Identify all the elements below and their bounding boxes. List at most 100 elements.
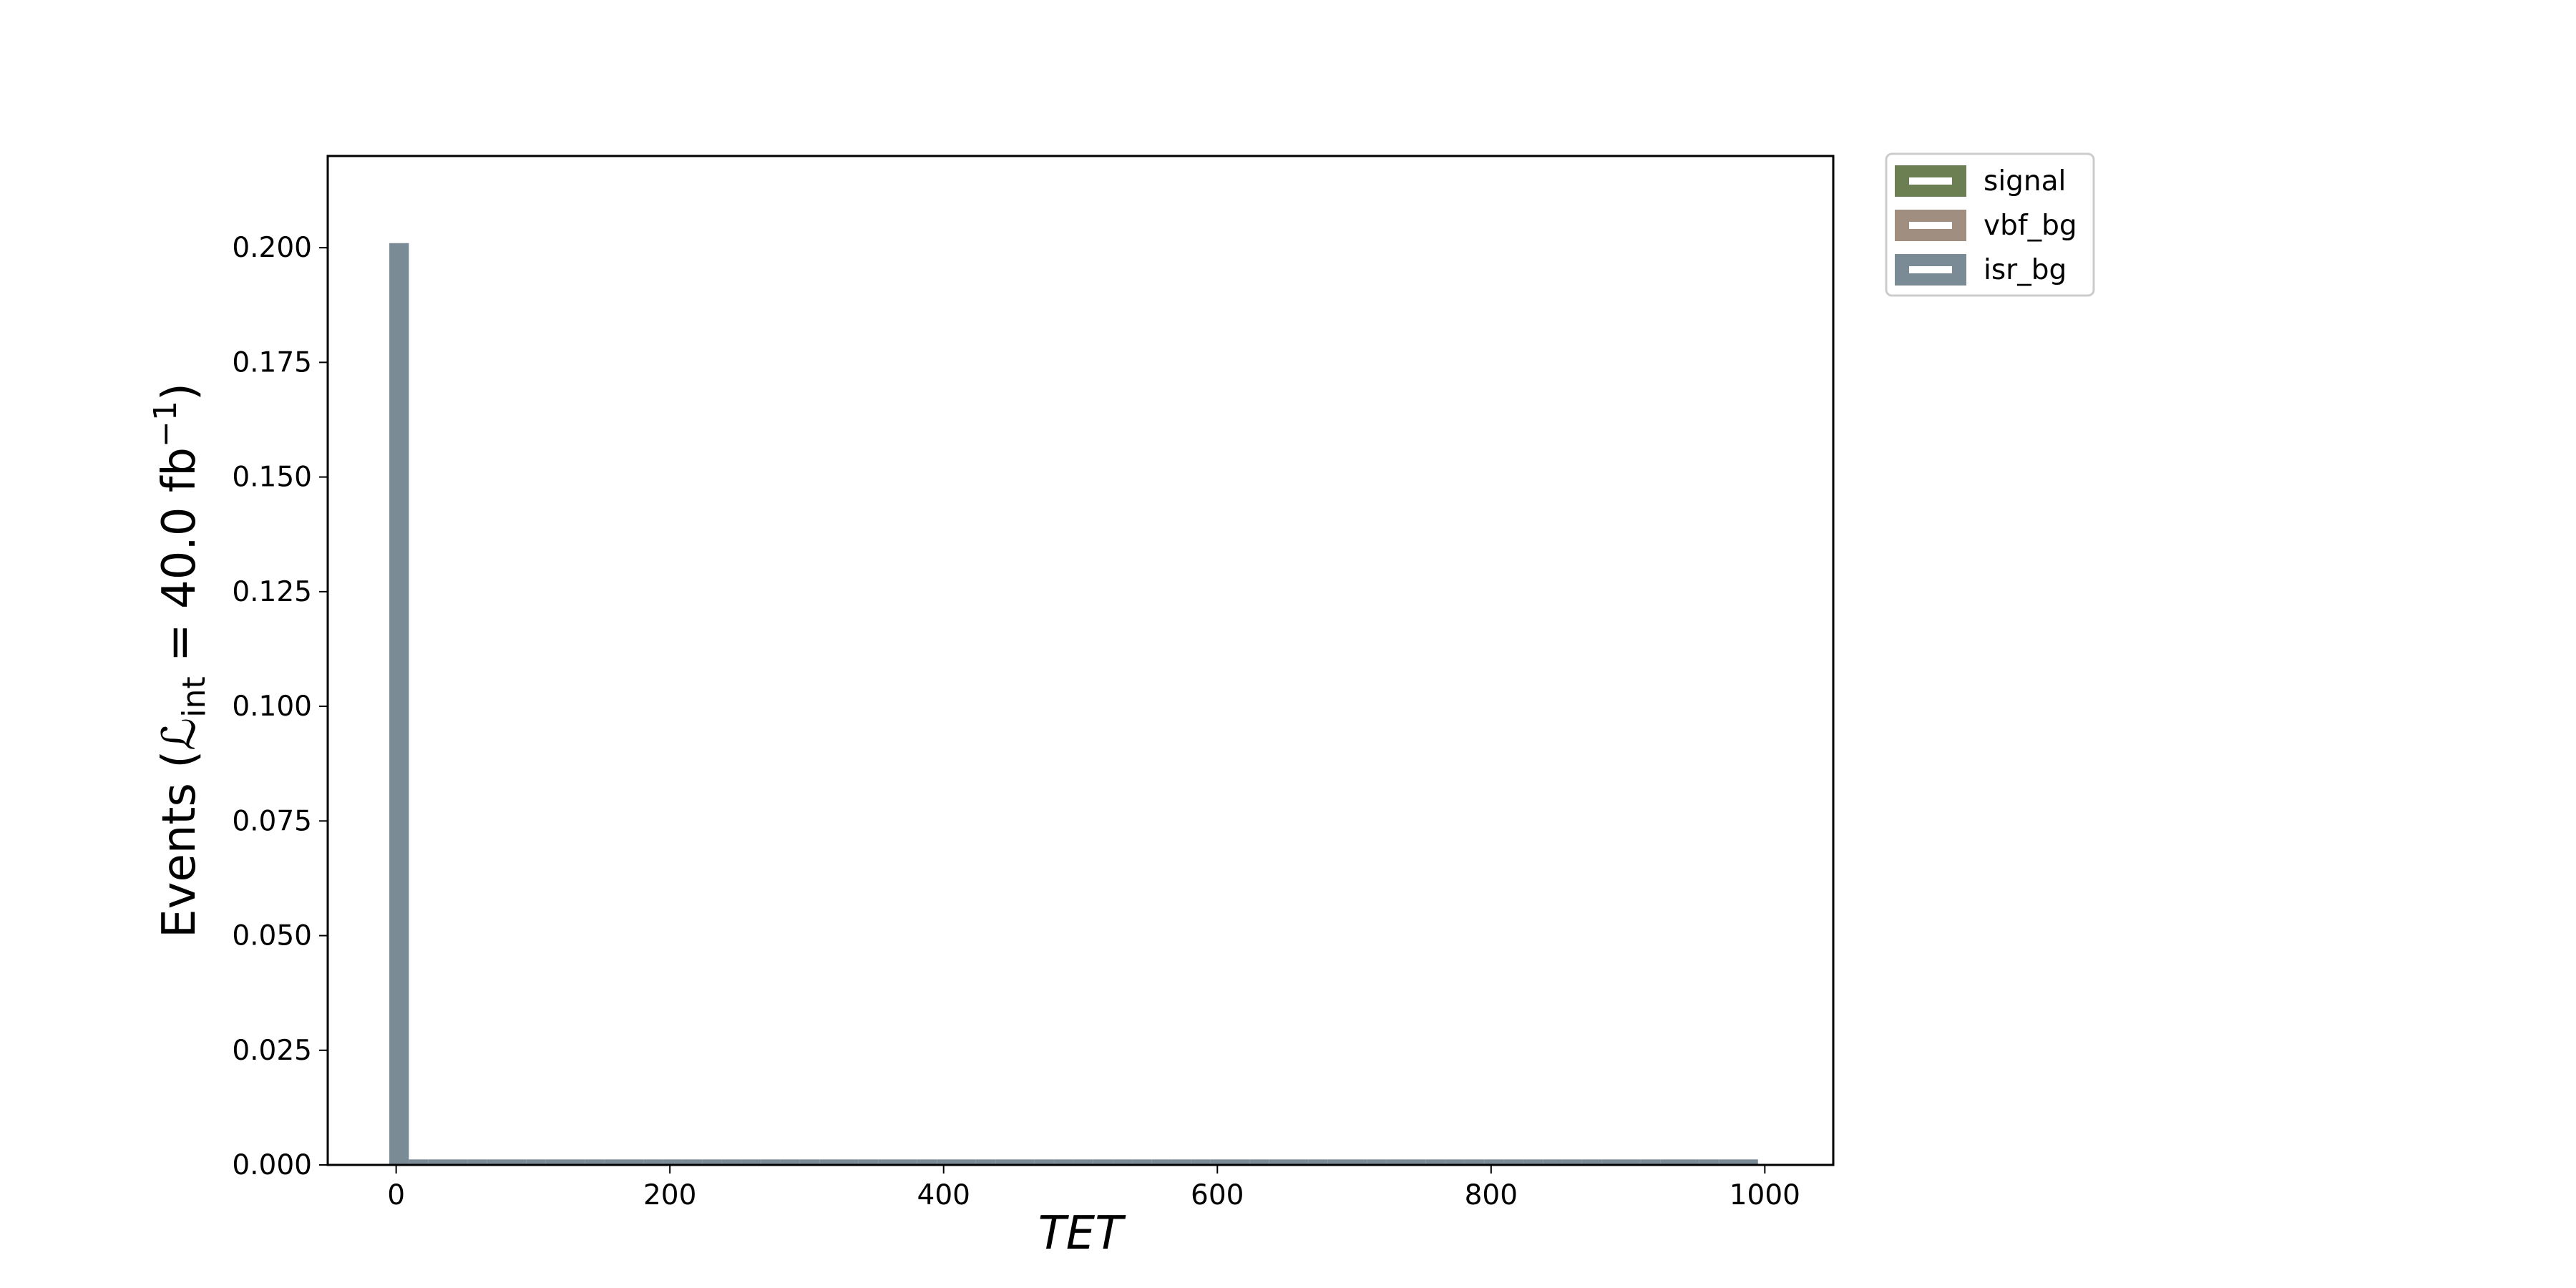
y-tick-label: 0.075 xyxy=(232,805,312,837)
histogram-bar-isr_bg-25 xyxy=(878,1159,898,1165)
y-tick-label: 0.025 xyxy=(232,1035,312,1067)
x-tick-label: 200 xyxy=(643,1179,696,1211)
histogram-bar-isr_bg-24 xyxy=(858,1159,879,1165)
histogram-bar-isr_bg-26 xyxy=(897,1159,917,1165)
histogram-bar-isr_bg-2 xyxy=(428,1159,449,1165)
y-tick-label: 0.175 xyxy=(232,346,312,379)
histogram-bar-isr_bg-66 xyxy=(1679,1159,1699,1165)
histogram-bar-isr_bg-8 xyxy=(545,1159,565,1165)
histogram-bar-isr_bg-20 xyxy=(780,1159,800,1165)
y-axis-label-superscript: −1 xyxy=(147,401,184,447)
x-tick-label: 600 xyxy=(1191,1179,1244,1211)
legend-entry-vbf_bg: vbf_bg xyxy=(1895,210,2077,242)
x-tick-label: 1000 xyxy=(1729,1179,1800,1211)
histogram-bar-isr_bg-56 xyxy=(1484,1159,1504,1165)
legend: signal vbf_bg isr_bg xyxy=(1885,152,2095,297)
histogram-bar-isr_bg-49 xyxy=(1347,1159,1367,1165)
histogram-bar-isr_bg-46 xyxy=(1289,1159,1309,1165)
y-tick-label: 0.200 xyxy=(232,232,312,264)
histogram-bar-isr_bg-16 xyxy=(702,1159,722,1165)
histogram-bar-isr_bg-27 xyxy=(917,1159,937,1165)
y-tick-label: 0.125 xyxy=(232,576,312,608)
histogram-bar-isr_bg-55 xyxy=(1464,1159,1485,1165)
y-axis-ticks: 0.000 0.025 0.050 0.075 0.100 0.125 0.150 0.175… xyxy=(232,232,328,1181)
histogram-bar-isr_bg-61 xyxy=(1581,1159,1602,1165)
histogram-bar-isr_bg-51 xyxy=(1386,1159,1406,1165)
legend-label: isr_bg xyxy=(1984,254,2067,286)
plot-background xyxy=(328,156,1833,1165)
histogram-bar-isr_bg-12 xyxy=(623,1159,644,1165)
histogram-bar-isr_bg-13 xyxy=(643,1159,663,1165)
histogram-bar-isr_bg-67 xyxy=(1699,1159,1719,1165)
legend-swatch-line xyxy=(1909,177,1952,185)
histogram-bar-isr_bg-48 xyxy=(1327,1159,1347,1165)
legend-label: vbf_bg xyxy=(1984,210,2077,242)
histogram-bar-isr_bg-69 xyxy=(1738,1159,1758,1165)
histogram-bar-isr_bg-23 xyxy=(839,1159,859,1165)
histogram-bar-isr_bg-53 xyxy=(1425,1159,1445,1165)
plot-area xyxy=(328,156,1833,1165)
histogram-bar-isr_bg-1 xyxy=(409,1159,429,1165)
y-axis-label-prefix: Events ( xyxy=(153,751,206,938)
histogram-bar-isr_bg-62 xyxy=(1601,1159,1621,1165)
histogram-bar-isr_bg-15 xyxy=(682,1159,703,1165)
histogram-bar-isr_bg-30 xyxy=(975,1159,996,1165)
legend-entry-signal: signal xyxy=(1895,165,2066,197)
y-axis-label-script-l: ℒ xyxy=(153,718,206,751)
y-tick-label: 0.150 xyxy=(232,462,312,494)
histogram-bar-isr_bg-14 xyxy=(663,1159,683,1165)
histogram-bar-isr_bg-57 xyxy=(1503,1159,1523,1165)
histogram-bar-isr_bg-64 xyxy=(1640,1159,1661,1165)
histogram-bar-isr_bg-29 xyxy=(956,1159,976,1165)
histogram-bar-isr_bg-39 xyxy=(1151,1159,1172,1165)
x-axis-ticks: 0 200 400 600 800 1000 xyxy=(387,1165,1800,1211)
histogram-bar-isr_bg-3 xyxy=(448,1159,468,1165)
histogram-bar-isr_bg-22 xyxy=(819,1159,839,1165)
histogram-bar-isr_bg-59 xyxy=(1543,1159,1563,1165)
histogram-bar-isr_bg-21 xyxy=(799,1159,820,1165)
y-tick-label: 0.100 xyxy=(232,691,312,723)
x-axis-label: TET xyxy=(1038,1207,1127,1260)
histogram-bar-isr_bg-18 xyxy=(741,1159,761,1165)
legend-entry-isr_bg: isr_bg xyxy=(1895,254,2067,286)
histogram-bar-isr_bg-7 xyxy=(526,1159,546,1165)
histogram-bar-isr_bg-36 xyxy=(1093,1159,1113,1165)
histogram-bar-isr_bg-4 xyxy=(467,1159,487,1165)
histogram-bar-isr_bg-58 xyxy=(1523,1159,1543,1165)
histogram-bar-isr_bg-31 xyxy=(995,1159,1015,1165)
axes-frame xyxy=(326,155,1835,1166)
histogram-bar-isr_bg-5 xyxy=(487,1159,507,1165)
histogram-bar-isr_bg-50 xyxy=(1367,1159,1387,1165)
histogram-bar-isr_bg-41 xyxy=(1191,1159,1211,1165)
histogram-bar-isr_bg-10 xyxy=(585,1159,605,1165)
y-axis-label: Events (ℒint = 40.0 fb−1) xyxy=(147,383,213,938)
histogram-bar-isr_bg-63 xyxy=(1621,1159,1641,1165)
histogram-bar-isr_bg-38 xyxy=(1132,1159,1152,1165)
y-tick-label: 0.050 xyxy=(232,920,312,952)
histogram-bar-isr_bg-47 xyxy=(1308,1159,1328,1165)
histogram-bar-isr_bg-6 xyxy=(507,1159,527,1165)
y-axis-label-subscript: int xyxy=(176,676,213,717)
histogram-bar-isr_bg-52 xyxy=(1405,1159,1426,1165)
histogram-bar-isr_bg-35 xyxy=(1073,1159,1093,1165)
histogram-bar-isr_bg-33 xyxy=(1034,1159,1055,1165)
histogram-bar-isr_bg-43 xyxy=(1230,1159,1250,1165)
histogram-bar-isr_bg-9 xyxy=(565,1159,585,1165)
histogram-bar-isr_bg-45 xyxy=(1269,1159,1289,1165)
histogram-bar-isr_bg-54 xyxy=(1445,1159,1465,1165)
histogram-bar-isr_bg-28 xyxy=(937,1159,957,1165)
x-tick-label: 800 xyxy=(1465,1179,1518,1211)
legend-label: signal xyxy=(1984,165,2066,197)
y-axis-label-middle: = 40.0 fb xyxy=(153,447,206,676)
histogram-bar-isr_bg-19 xyxy=(761,1159,781,1165)
histogram-bar-isr_bg-17 xyxy=(721,1159,741,1165)
histogram-bar-isr_bg-11 xyxy=(604,1159,624,1165)
histogram-bar-isr_bg-42 xyxy=(1210,1159,1231,1165)
x-tick-label: 400 xyxy=(917,1179,970,1211)
x-tick-label: 0 xyxy=(387,1179,405,1211)
histogram-bar-isr_bg-60 xyxy=(1562,1159,1582,1165)
histogram-bar-isr_bg-68 xyxy=(1719,1159,1739,1165)
histogram-bar-isr_bg-44 xyxy=(1249,1159,1269,1165)
histogram-bars xyxy=(389,243,1758,1166)
